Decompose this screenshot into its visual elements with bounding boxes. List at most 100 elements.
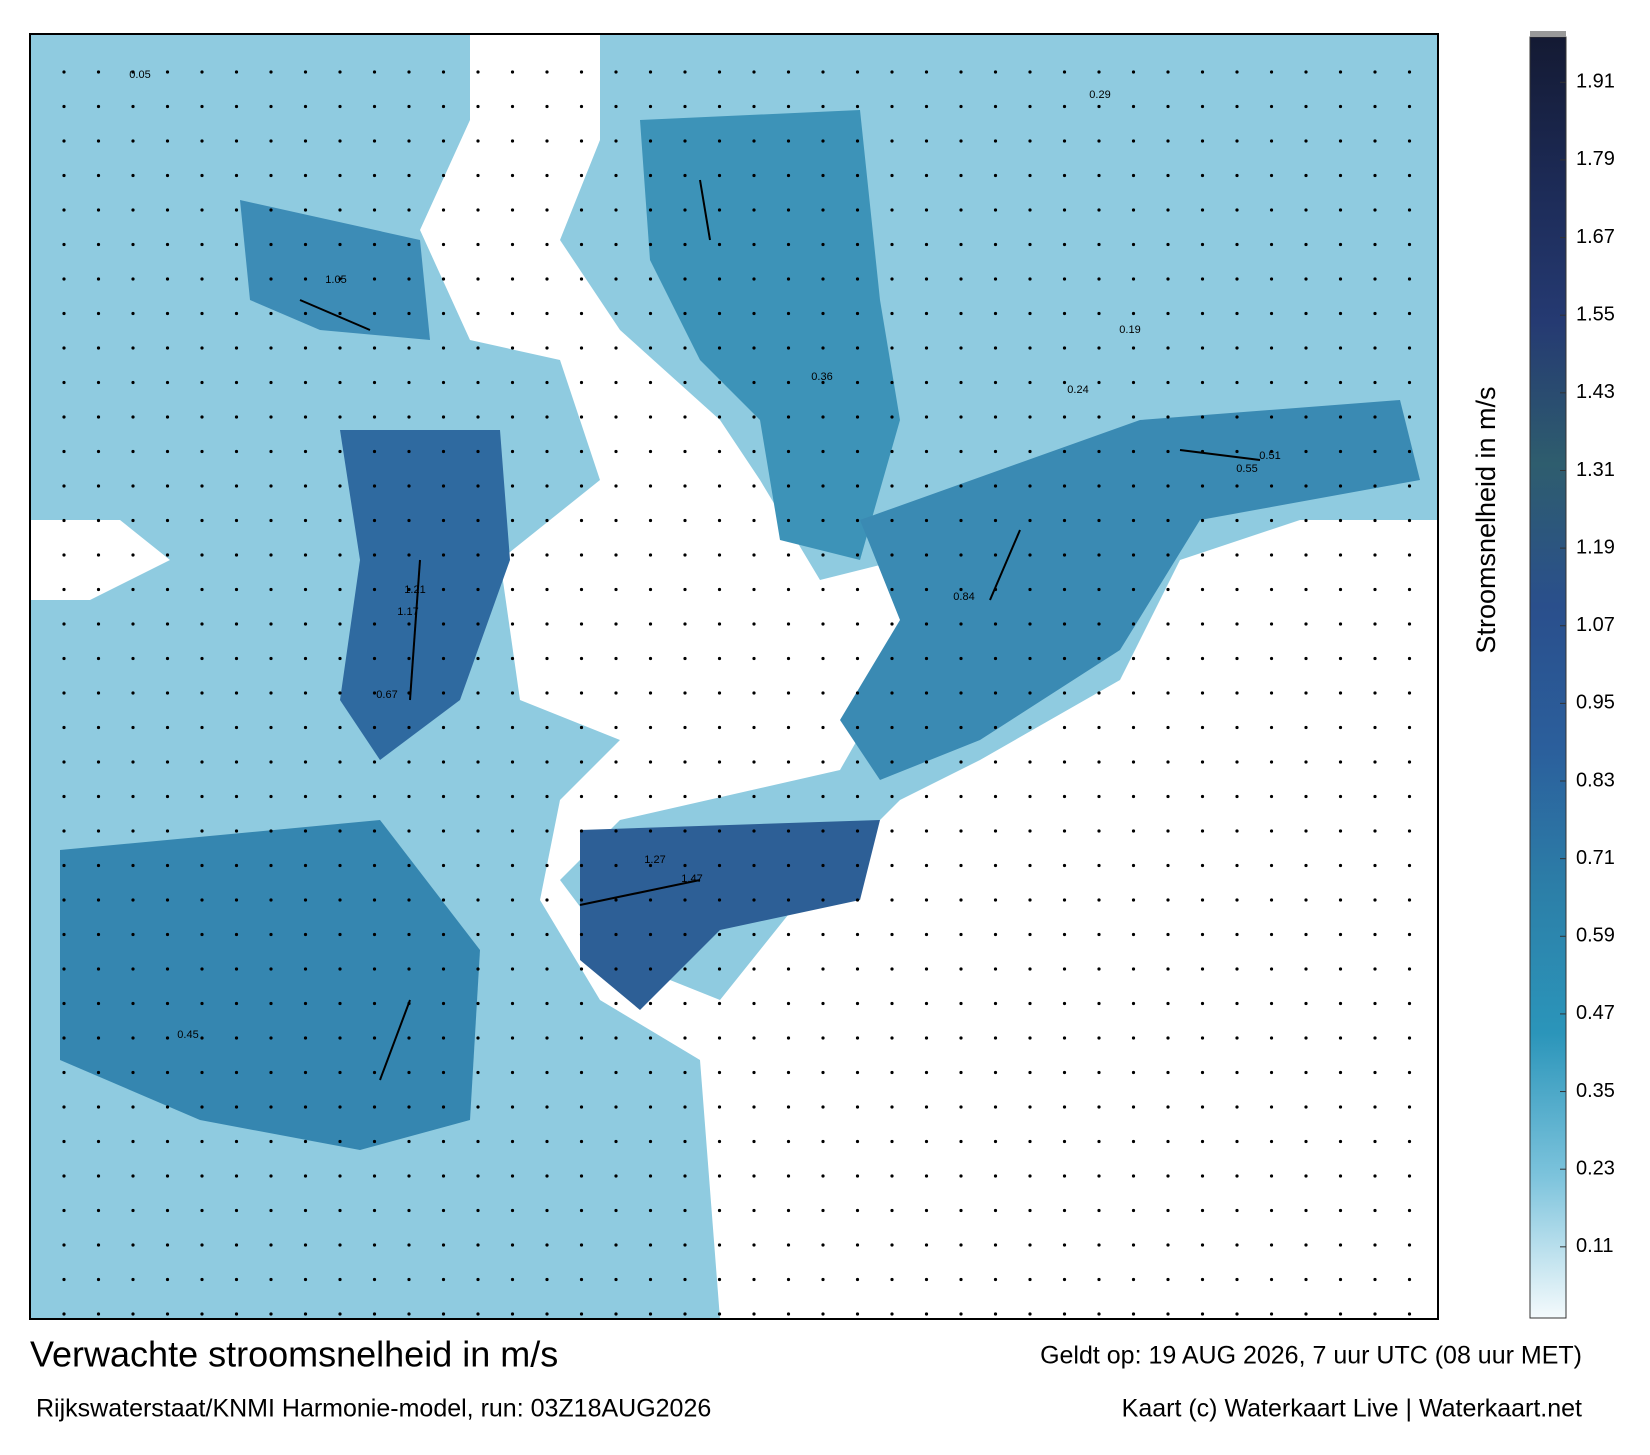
grid-dot	[407, 829, 411, 833]
grid-dot	[821, 794, 825, 799]
colorbar-tick-label: 0.23	[1576, 1157, 1615, 1179]
grid-dot	[1235, 1208, 1239, 1213]
grid-dot	[924, 1277, 929, 1282]
grid-dot	[62, 967, 66, 971]
grid-dot	[1235, 656, 1239, 661]
grid-dot	[1062, 346, 1067, 350]
grid-dot	[1028, 277, 1032, 281]
grid-dot	[579, 932, 584, 937]
grid-dot	[1166, 932, 1170, 937]
colorbar-tick-label: 0.59	[1576, 925, 1615, 947]
grid-dot	[372, 1277, 377, 1282]
grid-dot	[1131, 794, 1136, 799]
grid-dot	[1338, 760, 1343, 764]
grid-dot	[338, 794, 342, 799]
grid-dot	[1407, 794, 1412, 799]
grid-dot	[441, 415, 446, 419]
grid-dot	[1166, 1174, 1170, 1178]
point-label: 0.05	[129, 69, 150, 81]
grid-dot	[579, 794, 584, 799]
grid-dot	[234, 725, 239, 730]
grid-dot	[234, 656, 239, 661]
grid-dot	[1304, 932, 1308, 937]
grid-dot	[545, 139, 549, 143]
grid-dot	[441, 70, 446, 74]
grid-dot	[993, 932, 998, 937]
grid-dot	[234, 863, 239, 868]
grid-dot	[372, 139, 377, 143]
grid-dot	[1373, 898, 1377, 902]
grid-dot	[821, 622, 825, 626]
grid-dot	[1269, 1174, 1274, 1178]
grid-dot	[717, 725, 722, 730]
grid-dot	[855, 139, 860, 143]
grid-dot	[269, 898, 273, 902]
grid-dot	[1338, 346, 1343, 350]
grid-dot	[165, 484, 170, 488]
grid-dot	[717, 829, 722, 833]
grid-dot	[579, 1277, 584, 1282]
grid-dot	[1097, 725, 1101, 730]
grid-dot	[959, 932, 963, 937]
grid-dot	[1028, 311, 1032, 316]
grid-dot	[855, 967, 860, 971]
grid-dot	[372, 208, 377, 212]
grid-dot	[1097, 829, 1101, 833]
grid-dot	[476, 173, 480, 178]
grid-dot	[1304, 70, 1308, 74]
grid-dot	[1269, 104, 1274, 109]
grid-dot	[683, 449, 687, 454]
grid-dot	[1028, 1070, 1032, 1075]
grid-dot	[614, 1312, 618, 1316]
valid-time: Geldt op: 19 AUG 2026, 7 uur UTC (08 uur…	[1040, 1342, 1582, 1370]
grid-dot	[752, 1277, 756, 1282]
grid-dot	[200, 967, 204, 971]
grid-dot	[62, 1208, 66, 1213]
grid-dot	[1097, 380, 1101, 385]
grid-dot	[1373, 1036, 1377, 1040]
grid-dot	[234, 415, 239, 419]
grid-dot	[476, 1208, 480, 1213]
grid-dot	[855, 311, 860, 316]
grid-dot	[407, 242, 411, 247]
grid-dot	[1131, 760, 1136, 764]
grid-dot	[62, 760, 66, 764]
grid-dot	[855, 1208, 860, 1213]
grid-dot	[303, 1139, 308, 1144]
grid-dot	[1097, 173, 1101, 178]
grid-dot	[924, 1105, 929, 1109]
colorbar-tick-label: 0.47	[1576, 1002, 1615, 1024]
grid-dot	[1062, 622, 1067, 626]
grid-dot	[579, 829, 584, 833]
grid-dot	[959, 1001, 963, 1006]
grid-dot	[786, 449, 791, 454]
grid-dot	[96, 967, 101, 971]
grid-dot	[993, 1001, 998, 1006]
grid-dot	[372, 1105, 377, 1109]
point-label: 0.19	[1119, 324, 1140, 336]
grid-dot	[338, 346, 342, 350]
grid-dot	[165, 1139, 170, 1144]
grid-dot	[717, 242, 722, 247]
grid-dot	[1131, 1070, 1136, 1075]
grid-dot	[1338, 415, 1343, 419]
grid-dot	[1097, 1277, 1101, 1282]
grid-dot	[303, 760, 308, 764]
grid-dot	[1373, 1277, 1377, 1282]
grid-dot	[545, 829, 549, 833]
grid-dot	[993, 311, 998, 316]
grid-dot	[476, 208, 480, 212]
grid-dot	[821, 1036, 825, 1040]
grid-dot	[372, 1036, 377, 1040]
grid-dot	[993, 622, 998, 626]
grid-dot	[1166, 553, 1170, 557]
grid-dot	[1235, 380, 1239, 385]
grid-dot	[510, 829, 515, 833]
grid-dot	[96, 346, 101, 350]
grid-dot	[234, 1312, 239, 1316]
grid-dot	[1097, 449, 1101, 454]
grid-dot	[924, 794, 929, 799]
grid-dot	[959, 760, 963, 764]
grid-dot	[1062, 1139, 1067, 1144]
grid-dot	[165, 967, 170, 971]
